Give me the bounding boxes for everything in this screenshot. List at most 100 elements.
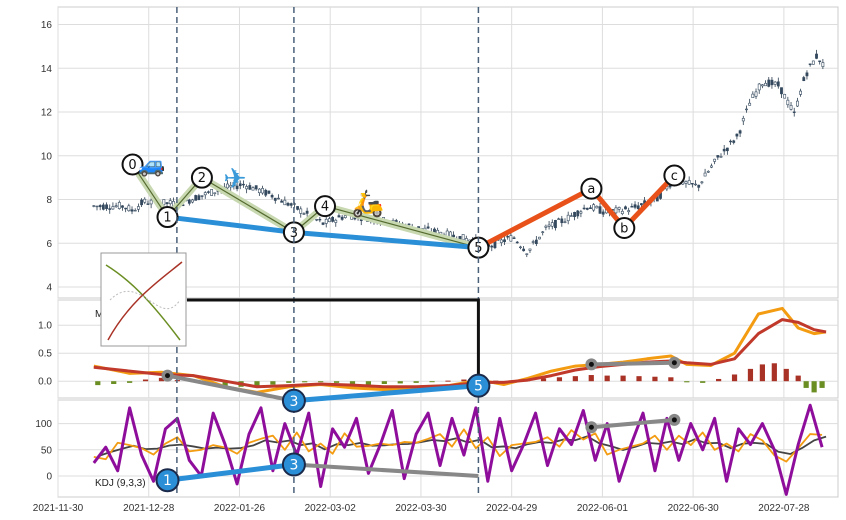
candle-body (576, 210, 580, 217)
candle-body (283, 199, 287, 206)
candle-body (538, 236, 541, 240)
macd-hist-bar (716, 378, 722, 382)
wave-point-b-marker (613, 216, 636, 239)
macd-hist-bar (349, 381, 356, 384)
macd-gray-link (591, 360, 675, 367)
candle-body (776, 81, 780, 87)
candle-body (738, 130, 742, 134)
candle-body (490, 245, 494, 248)
macd-gray-dot-center (165, 373, 171, 379)
macd-hist-bar (413, 381, 419, 383)
candle-body (751, 93, 755, 98)
candle-body (710, 165, 713, 168)
macd-hist-bar (771, 363, 777, 382)
candle-body (585, 207, 589, 210)
macd-point-3-marker (281, 388, 306, 413)
candle-body (735, 133, 739, 137)
kdj-label: KDJ (9,3,3) (95, 478, 146, 489)
x-tick-label: 2021-11-30 (33, 503, 84, 514)
airplane-icon: ✈ (223, 163, 246, 194)
candle-body (334, 219, 338, 223)
price-tick-label: 6 (46, 239, 52, 250)
wave-point-2-label: 2 (198, 171, 206, 186)
candle-body (700, 181, 704, 184)
candle-body (531, 241, 535, 243)
candle-body (598, 206, 602, 214)
candle-body (111, 206, 115, 210)
macd-hist-bar (302, 381, 308, 383)
macd-hist-bar (111, 381, 117, 384)
macd-hist-bar (795, 375, 801, 382)
macd-hist-bar (731, 374, 738, 382)
macd-hist-bar (286, 381, 292, 383)
candle-body (257, 188, 261, 194)
candle-body (315, 219, 319, 221)
candle-body (550, 222, 554, 227)
candle-body (767, 79, 771, 87)
candle-body (499, 239, 503, 243)
price-tick-label: 8 (46, 195, 52, 206)
candle-body (168, 200, 172, 205)
candle-body (725, 147, 729, 152)
candle-body (512, 237, 516, 239)
candle-body (321, 222, 325, 225)
macd-blue-divergence (293, 383, 479, 404)
candle-body (235, 185, 239, 190)
candle-body (277, 197, 280, 200)
candle-body (624, 206, 627, 210)
kdj-tick-label: 50 (41, 445, 53, 456)
wave-point-2-marker (190, 166, 213, 189)
macd-tick-label: 0.0 (38, 377, 52, 388)
candle-body (557, 218, 561, 220)
macd-hist-bar (95, 381, 101, 386)
candle-body (232, 182, 236, 187)
candle-body (563, 221, 567, 223)
candle-body (162, 199, 166, 206)
candle-body (248, 185, 252, 190)
wave-point-c-label: c (671, 169, 678, 184)
macd-hist-bar (819, 381, 825, 388)
candle-body (636, 205, 640, 209)
candle-body (318, 218, 322, 221)
candle-body (194, 195, 198, 201)
candle-body (461, 234, 465, 241)
candle-body (729, 140, 732, 143)
candle-body (633, 204, 637, 208)
candle-body (544, 225, 548, 228)
candle-body (783, 93, 787, 99)
candle-body (426, 226, 430, 229)
candle-body (528, 248, 532, 251)
candle-body (515, 241, 519, 244)
candle-body (780, 87, 783, 95)
macd-hist-bar (572, 376, 578, 382)
candle-body (187, 199, 191, 204)
wave-point-1-label: 1 (163, 211, 171, 226)
x-tick-label: 2021-12-28 (123, 503, 175, 514)
candle-body (579, 211, 583, 214)
candle-body (340, 216, 344, 220)
macd-hist-bar (381, 381, 387, 384)
macd-gray-dot-center (671, 360, 677, 366)
wave-point-0-marker (121, 153, 144, 176)
candle-body (296, 206, 299, 210)
x-tick-label: 2022-03-30 (395, 503, 447, 514)
candle-body (640, 203, 643, 206)
candle-body (592, 204, 596, 211)
candle-body (331, 216, 334, 222)
candle-body (773, 81, 777, 85)
macd-tick-label: 0.5 (38, 349, 52, 360)
macd-hist-bar (318, 381, 324, 383)
candle-body (203, 192, 207, 196)
macd-hist-bar (747, 368, 754, 382)
candle-body (305, 210, 309, 214)
candle-body (741, 118, 745, 122)
abc-line (475, 172, 677, 251)
price-tick-label: 16 (41, 20, 53, 31)
kdj-blue-divergence (167, 462, 295, 483)
kdj-point-3-label: 3 (289, 457, 298, 473)
kdj-tick-label: 0 (46, 472, 52, 483)
x-tick-label: 2022-04-29 (486, 503, 538, 514)
candle-body (121, 205, 124, 208)
candle-body (760, 84, 764, 87)
candle-body (722, 148, 726, 152)
